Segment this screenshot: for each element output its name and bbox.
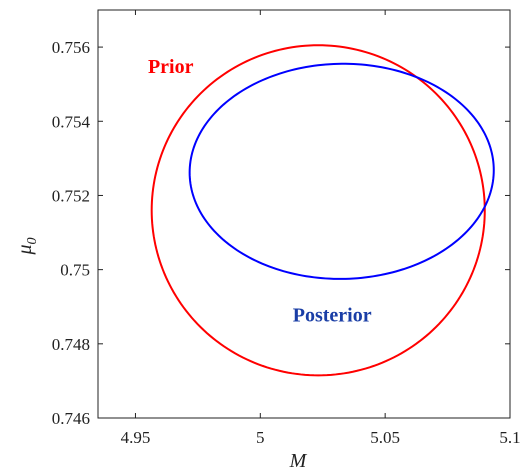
annotations: Prior Posterior (148, 56, 372, 327)
annotation-posterior: Posterior (293, 305, 372, 327)
x-tick-label: 5.05 (370, 428, 400, 447)
y-tick-label: 0.746 (52, 409, 90, 428)
axis-ticks: 4.95 5 5.05 5.1 0.746 0.748 0.75 0.752 0.754 0.75… (52, 10, 521, 447)
series-prior-contour (150, 44, 486, 377)
x-tick-label: 4.95 (121, 428, 151, 447)
y-tick-label: 0.748 (52, 335, 90, 354)
series-posterior-contour (188, 62, 495, 280)
y-tick-label: 0.75 (60, 261, 90, 280)
y-axis-label: μ0 (14, 237, 40, 255)
plot-frame (97, 9, 511, 419)
x-axis-label: M (289, 450, 308, 470)
y-tick-label: 0.752 (52, 186, 90, 205)
series-layer (150, 44, 495, 377)
x-tick-label: 5.1 (499, 428, 520, 447)
y-tick-label: 0.756 (52, 38, 90, 57)
annotation-prior: Prior (148, 56, 194, 78)
x-tick-label: 5 (256, 428, 265, 447)
y-axis-label-main: μ (14, 244, 36, 255)
y-tick-label: 0.754 (52, 112, 91, 131)
y-axis-label-subscript: 0 (25, 237, 40, 244)
